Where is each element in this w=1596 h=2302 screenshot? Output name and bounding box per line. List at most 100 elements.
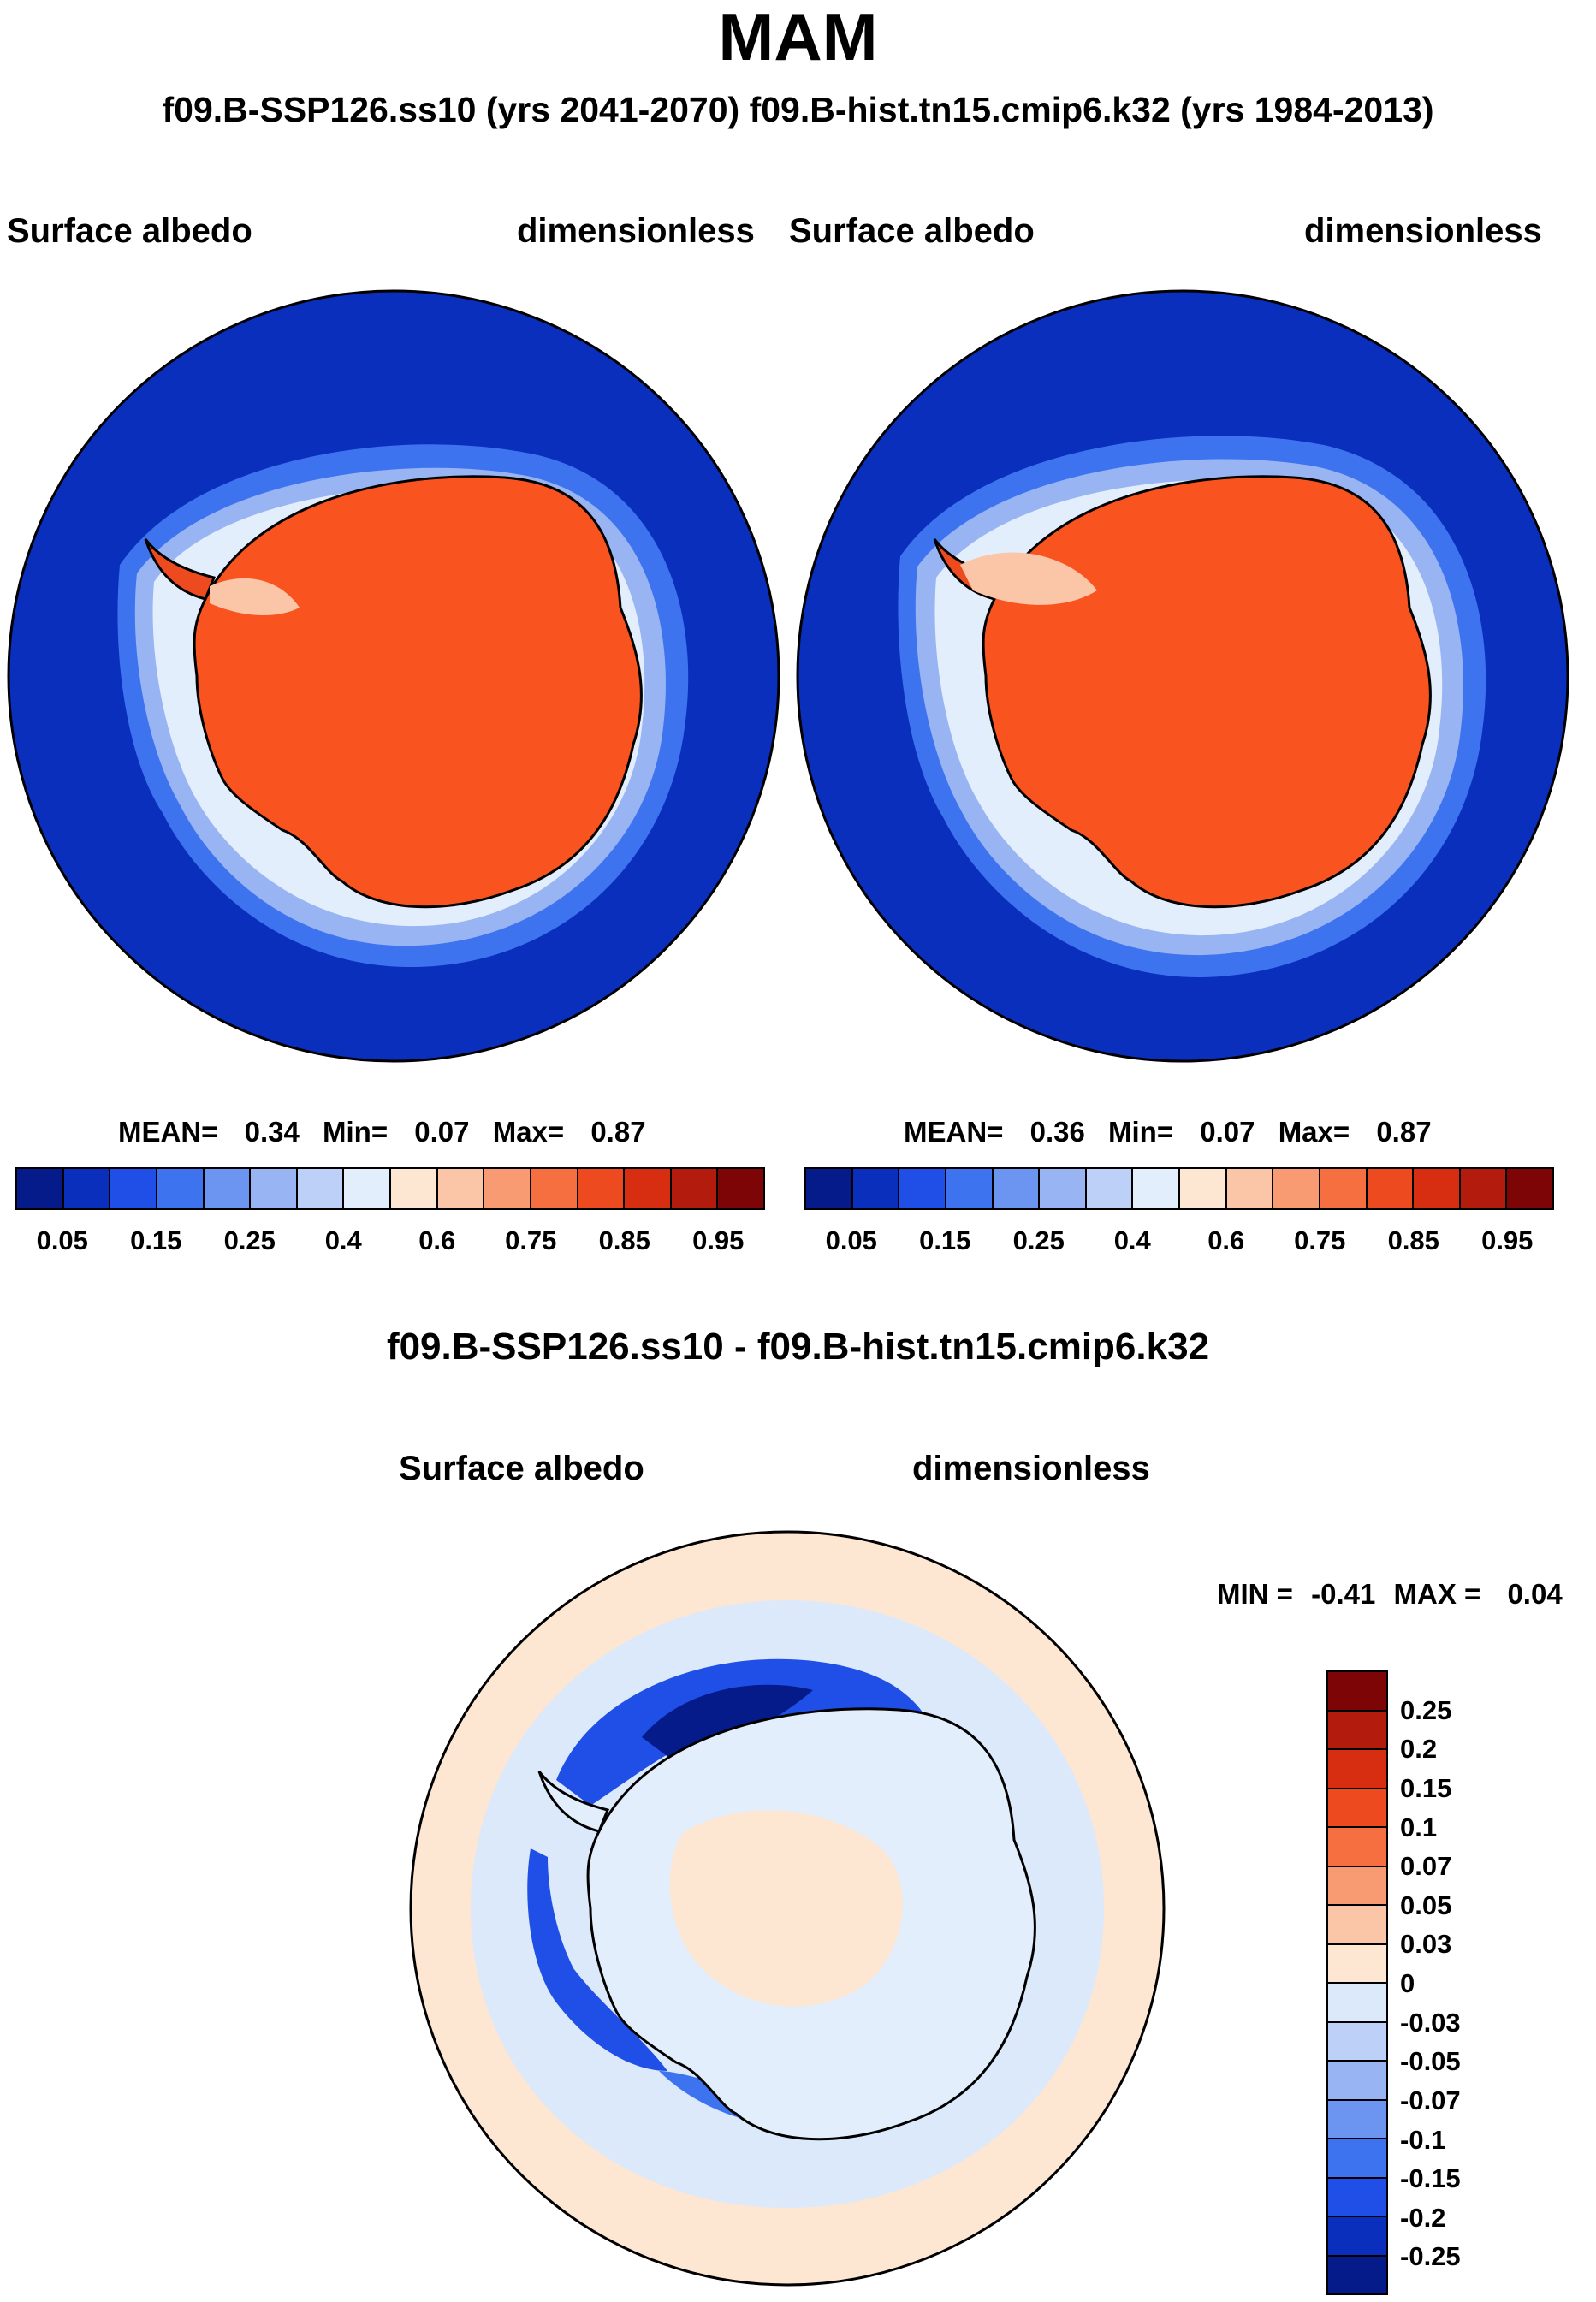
peninsula — [144, 538, 217, 601]
colorbar-swatch — [806, 1169, 853, 1208]
colorbar-swatch — [157, 1169, 205, 1208]
mean-value: 0.36 — [1029, 1116, 1085, 1148]
colorbar-swatch — [344, 1169, 391, 1208]
colorbar-swatch — [1328, 1866, 1386, 1906]
colorbar-swatch — [1367, 1169, 1415, 1208]
colorbar-swatch — [1328, 1828, 1386, 1867]
figure-subtitle: f09.B-SSP126.ss10 (yrs 2041-2070) f09.B-… — [162, 90, 1434, 129]
colorbar-swatch — [1328, 1789, 1386, 1828]
colorbar-tick-label: -0.07 — [1400, 2085, 1461, 2115]
colorbar-swatch — [993, 1169, 1041, 1208]
colorbar-swatch — [63, 1169, 111, 1208]
colorbar-tick-label: 0.4 — [1113, 1225, 1151, 1255]
diff-min-value: -0.41 — [1311, 1578, 1376, 1610]
colorbar-swatch — [1328, 1906, 1386, 1945]
antarctica-albedo-difference-map — [409, 1530, 1166, 2287]
colorbar-tick-label: -0.05 — [1400, 2046, 1461, 2077]
colorbar-swatch — [1460, 1169, 1508, 1208]
colorbar-tick-label: 0.4 — [324, 1225, 362, 1255]
colorbar-swatch — [204, 1169, 252, 1208]
mean-value: 0.34 — [244, 1116, 300, 1148]
colorbar-swatch — [1414, 1169, 1461, 1208]
colorbar-swatch — [17, 1169, 64, 1208]
colorbar-tick-label: 0.15 — [919, 1225, 971, 1255]
colorbar-swatch — [484, 1169, 531, 1208]
colorbar-swatch — [1328, 2062, 1386, 2101]
panel-left-variable-label: Surface albedo — [7, 212, 252, 250]
colorbar-tick-label: 0.95 — [692, 1225, 745, 1255]
colorbar-difference — [1326, 1670, 1388, 2295]
min-label: Min= — [1108, 1116, 1174, 1148]
colorbar-swatch — [1328, 2139, 1386, 2179]
colorbar-swatch — [531, 1169, 578, 1208]
max-label: Max= — [1278, 1116, 1350, 1148]
colorbar-swatch — [946, 1169, 994, 1208]
mean-label: MEAN= — [118, 1116, 218, 1148]
colorbar-swatch — [1328, 1672, 1386, 1712]
colorbar-tick-label: -0.25 — [1400, 2241, 1461, 2272]
colorbar-tick-label: 0.85 — [598, 1225, 650, 1255]
colorbar-swatch — [671, 1169, 719, 1208]
colorbar-tick-label: 0.15 — [130, 1225, 182, 1255]
colorbar-left — [15, 1167, 765, 1210]
land-positive-patch — [669, 1810, 903, 2007]
main-title: MAM — [718, 0, 878, 74]
colorbar-swatch — [1086, 1169, 1134, 1208]
colorbar-tick-label: -0.03 — [1400, 2007, 1461, 2038]
colorbar-swatch — [852, 1169, 900, 1208]
colorbar-swatch — [437, 1169, 485, 1208]
panel-left-units-label: dimensionless — [517, 212, 755, 250]
max-value: 0.87 — [1376, 1116, 1432, 1148]
antarctica-land — [193, 475, 643, 909]
colorbar-tick-label: 0.1 — [1400, 1812, 1438, 1842]
min-value: 0.07 — [1200, 1116, 1255, 1148]
diff-max-label: MAX = — [1393, 1578, 1481, 1610]
colorbar-swatch — [625, 1169, 672, 1208]
colorbar-swatch — [1273, 1169, 1320, 1208]
difference-title: f09.B-SSP126.ss10 - f09.B-hist.tn15.cmip… — [386, 1326, 1210, 1368]
diff-units-label: dimensionless — [912, 1450, 1150, 1487]
ice-shelf-patch — [210, 578, 300, 616]
max-label: Max= — [492, 1116, 565, 1148]
colorbar-swatch — [1328, 1711, 1386, 1750]
antarctica-land — [982, 475, 1432, 909]
colorbar-tick-label: 0.25 — [1012, 1225, 1065, 1255]
colorbar-swatch — [297, 1169, 345, 1208]
sea-ice-loss-bellingshausen — [527, 1848, 667, 2071]
colorbar-swatch — [1328, 1750, 1386, 1789]
colorbar-swatch — [1328, 1984, 1386, 2023]
colorbar-tick-label: 0.25 — [223, 1225, 276, 1255]
colorbar-tick-label: 0.2 — [1400, 1734, 1438, 1765]
colorbar-tick-label: 0.95 — [1481, 1225, 1534, 1255]
antarctica-albedo-map-future — [7, 289, 780, 1063]
diff-minmax: MIN = -0.41 MAX = 0.04 — [1217, 1580, 1563, 1608]
colorbar-tick-label: 0 — [1400, 1968, 1415, 1998]
sea-ice-loss-weddell — [556, 1658, 933, 1806]
colorbar-swatch — [1507, 1169, 1552, 1208]
colorbar-swatch — [251, 1169, 298, 1208]
diff-min-label: MIN = — [1217, 1578, 1293, 1610]
colorbar-tick-label: 0.05 — [36, 1225, 88, 1255]
colorbar-tick-label: 0.25 — [1400, 1694, 1452, 1725]
colorbar-swatch — [1320, 1169, 1368, 1208]
colorbar-swatch — [1328, 2178, 1386, 2217]
panel-right-units-label: dimensionless — [1304, 212, 1542, 250]
colorbar-tick-label: -0.2 — [1400, 2202, 1446, 2233]
antarctica-albedo-map-historical — [796, 289, 1569, 1063]
max-value: 0.87 — [590, 1116, 646, 1148]
diff-max-value: 0.04 — [1507, 1578, 1563, 1610]
sea-ice-loss-weddell-core — [642, 1684, 813, 1763]
peninsula — [537, 1771, 610, 1833]
colorbar-tick-label: 0.6 — [1207, 1225, 1245, 1255]
colorbar-tick-label: 0.07 — [1400, 1851, 1452, 1882]
map-border — [796, 289, 1569, 1063]
colorbar-swatch — [391, 1169, 438, 1208]
colorbar-tick-label: -0.15 — [1400, 2163, 1461, 2194]
map-border — [409, 1530, 1166, 2287]
min-label: Min= — [323, 1116, 389, 1148]
colorbar-swatch — [1328, 2217, 1386, 2257]
colorbar-swatch — [1133, 1169, 1180, 1208]
colorbar-tick-label: -0.1 — [1400, 2124, 1446, 2155]
colorbar-tick-label: 0.03 — [1400, 1929, 1452, 1960]
stats-right: MEAN= 0.36 Min= 0.07 Max= 0.87 — [904, 1118, 1432, 1146]
